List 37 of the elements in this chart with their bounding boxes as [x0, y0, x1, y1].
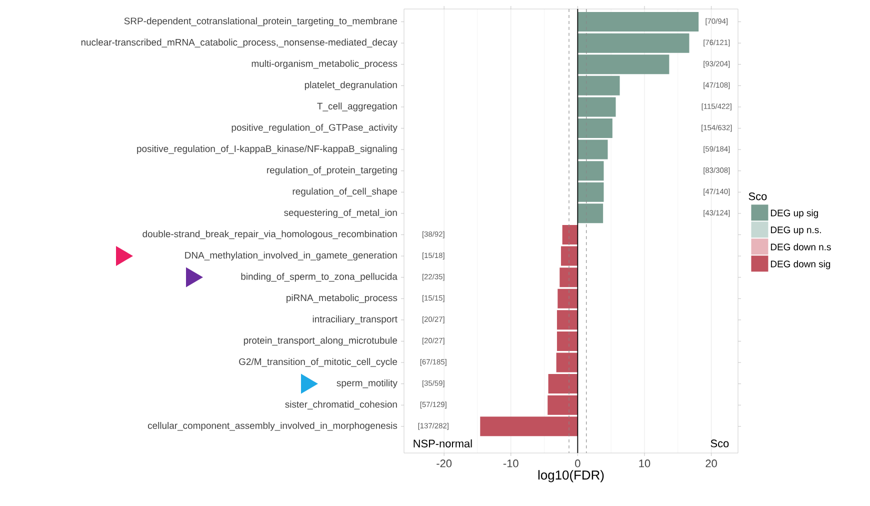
legend-label: DEG up n.s. [770, 226, 821, 236]
x-tick-label: 20 [706, 460, 717, 468]
x-tick-label: 10 [639, 460, 650, 468]
y-tick-label: cellular_component_assembly_involved_in_morphogenesis [148, 422, 398, 431]
bar [562, 224, 578, 244]
y-tick-label: sister_chromatid_cohesion [285, 400, 397, 410]
y-tick-label: binding_of_sperm_to_zona_pellucida [241, 272, 398, 282]
annotation: Sco [710, 440, 729, 448]
y-tick-label: DNA_methylation_involved_in_gamete_generation [185, 252, 397, 260]
x-tick-label: 0 [575, 460, 580, 468]
x-axis-title: log10(FDR) [538, 470, 604, 482]
y-tick-label: double-strand_break_repair_via_homologous_recombination [142, 230, 397, 240]
y-tick-label: protein_transport_along_microtubule [244, 336, 398, 346]
y-tick-label: SRP-dependent_cotranslational_protein_targeting_to_membrane [124, 17, 398, 26]
legend-title: Sco [748, 192, 767, 200]
y-tick-label: sequestering_of_metal_ion [284, 209, 397, 218]
y-tick-label: multi-organism_metabolic_process [252, 60, 398, 69]
bar [556, 331, 578, 351]
y-tick-label: T_cell_aggregation [317, 102, 397, 112]
annotation: NSP-normal [414, 439, 472, 448]
y-tick-label: platelet_degranulation [304, 81, 397, 90]
y-tick-label: piRNA_metabolic_process [286, 294, 398, 304]
y-tick-label: regulation_of_protein_targeting [267, 166, 397, 176]
y-tick-label: positive_regulation_of_I-kappaB_kinase/NF-kappaB_signaling [137, 145, 397, 154]
y-tick-label: regulation_of_cell_shape [292, 188, 398, 197]
y-tick-label: sperm_motility [336, 379, 398, 388]
y-tick-label: nuclear-transcribed_mRNA_catabolic_process,_nonsense-mediated_decay [81, 38, 398, 48]
legend-label: DEG up sig [770, 209, 818, 218]
legend-label: DEG down sig [770, 260, 830, 270]
y-tick-label: positive_regulation_of_GTPase_activity [232, 124, 398, 133]
legend-label: DEG down n.s [770, 243, 831, 250]
x-tick-label: -10 [503, 460, 518, 468]
y-tick-label: intraciliary_transport [312, 316, 398, 324]
y-tick-label: G2/M_transition_of_mitotic_cell_cycle [239, 358, 398, 367]
bar [578, 118, 612, 138]
x-tick-label: -20 [436, 460, 452, 468]
bar [578, 12, 699, 32]
